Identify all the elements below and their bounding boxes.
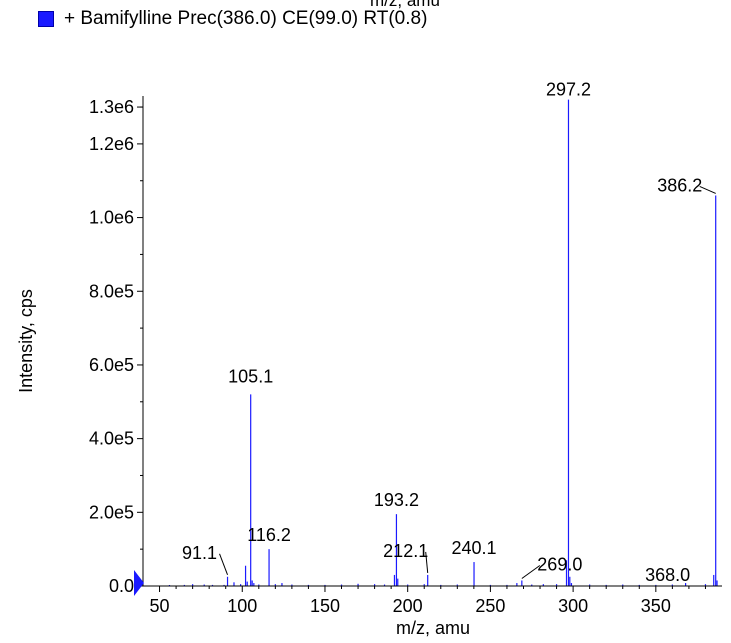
peak-label: 105.1 <box>228 366 273 386</box>
x-axis-ticks: 50 100 150 200 250 300 350 <box>150 586 706 616</box>
y-tick-label: 2.0e5 <box>89 502 134 522</box>
y-tick-label: 8.0e5 <box>89 281 134 301</box>
peak-label: 386.2 <box>657 175 702 195</box>
cut-off-axis-label: m/z, amu <box>370 0 440 10</box>
peak-label: 193.2 <box>374 490 419 510</box>
legend-entry: + Bamifylline Prec(386.0) CE(99.0) RT(0.… <box>64 8 428 29</box>
y-axis-label: Intensity, cps <box>16 289 36 393</box>
peak-labels: 91.1 105.1 116.2 193.2 212.1 240.1 269.0 297.2 3… <box>182 80 716 585</box>
peak-label: 91.1 <box>182 543 217 563</box>
y-tick-label: 6.0e5 <box>89 355 134 375</box>
spectrum-peaks <box>168 99 718 586</box>
y-tick-label: 4.0e5 <box>89 429 134 449</box>
peak-label-leader <box>219 553 229 575</box>
y-axis-ticks: 0.0 2.0e5 4.0e5 6.0e5 8.0e5 1.0e6 1.2e6 1.3e6 <box>89 97 143 596</box>
legend-swatch <box>38 11 54 27</box>
x-tick-label: 250 <box>475 596 505 616</box>
peak-label-leader <box>699 186 716 194</box>
x-tick-label: 300 <box>558 596 588 616</box>
peak-label: 240.1 <box>451 538 496 558</box>
peak-label-leader <box>521 565 541 579</box>
x-tick-label: 200 <box>393 596 423 616</box>
x-axis-label: m/z, amu <box>396 618 470 638</box>
legend: + Bamifylline Prec(386.0) CE(99.0) RT(0.… <box>38 8 427 30</box>
x-tick-label: 150 <box>310 596 340 616</box>
x-tick-label: 50 <box>150 596 170 616</box>
y-tick-label: 1.3e6 <box>89 97 134 117</box>
y-tick-label: 1.0e6 <box>89 208 134 228</box>
y-tick-label: 0.0 <box>109 576 134 596</box>
peak-label: 212.1 <box>383 541 428 561</box>
peak-label: 269.0 <box>537 554 582 574</box>
x-tick-label: 350 <box>641 596 671 616</box>
peak-label: 368.0 <box>645 565 690 585</box>
peak-label: 297.2 <box>546 80 591 100</box>
y-tick-label: 1.2e6 <box>89 134 134 154</box>
peak-label-leader <box>425 551 429 573</box>
peak-label: 116.2 <box>247 525 291 545</box>
baseline-marker-icon <box>134 570 144 596</box>
x-tick-label: 100 <box>227 596 257 616</box>
